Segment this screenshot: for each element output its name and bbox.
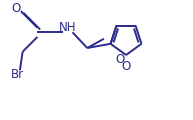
- Text: O: O: [121, 60, 131, 73]
- Text: O: O: [115, 54, 124, 66]
- Text: O: O: [12, 2, 21, 15]
- Text: NH: NH: [59, 21, 77, 34]
- Text: Br: Br: [11, 68, 24, 81]
